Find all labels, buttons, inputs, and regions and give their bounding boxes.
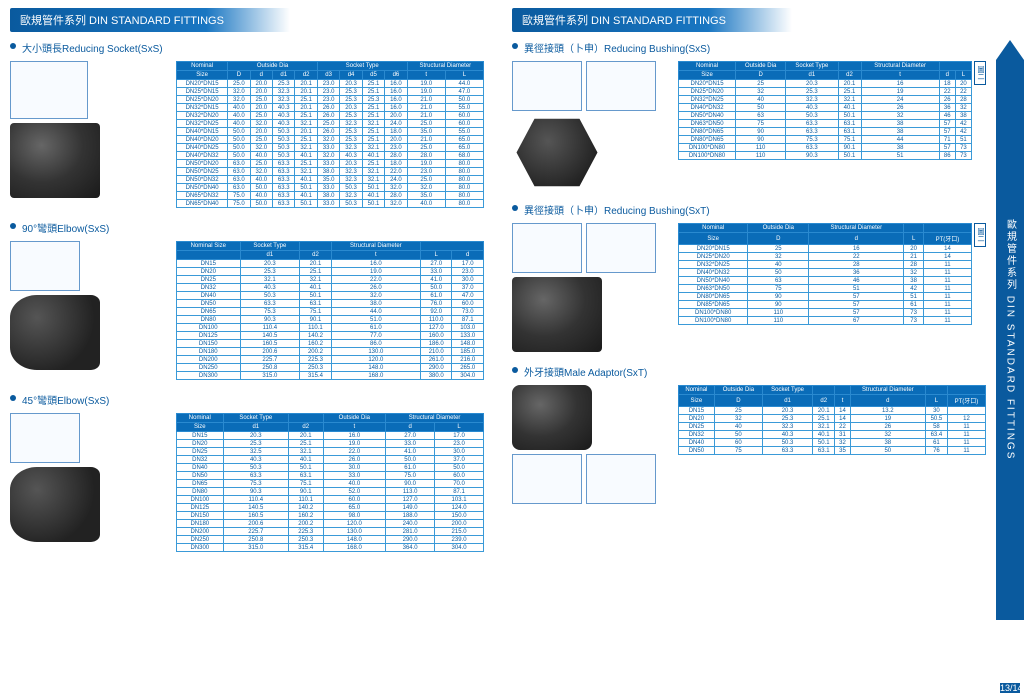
table-elbow-45: NominalSocket TypeOutside DiaStructural … xyxy=(176,413,484,552)
diagram-elbow-45 xyxy=(10,413,80,463)
diagram-male-adaptor-b xyxy=(586,454,656,504)
section-title: 90°彎頭Elbow(SxS) xyxy=(10,220,484,235)
section-title: 大小頭長Reducing Socket(SxS) xyxy=(10,40,484,55)
diagram-elbow-90 xyxy=(10,241,80,291)
section-male-adaptor: 外牙接頭Male Adaptor(SxT) NominalOutside Dia… xyxy=(512,364,986,504)
photo-bushing-sxs xyxy=(512,115,602,190)
side-tab: 歐規管件系列 DIN STANDARD FITTINGS xyxy=(996,60,1024,620)
page-number: 13/14 xyxy=(1000,683,1020,693)
photo-bushing-sxt xyxy=(512,277,602,352)
photo-male-adaptor xyxy=(512,385,592,450)
right-page: 歐規管件系列 DIN STANDARD FITTINGS 異徑接頭（卜申）Red… xyxy=(502,0,996,699)
photo-reducing-socket xyxy=(10,123,100,198)
side-tab-label: 歐規管件系列 DIN STANDARD FITTINGS xyxy=(1003,219,1018,460)
diagram-reducing-socket xyxy=(10,61,88,119)
photo-elbow-45 xyxy=(10,467,100,542)
side-label: 圖二 xyxy=(974,61,986,85)
section-title: 外牙接頭Male Adaptor(SxT) xyxy=(512,364,986,379)
section-elbow-90: 90°彎頭Elbow(SxS) Nominal SizeSocket TypeS… xyxy=(10,220,484,380)
section-reducing-socket: 大小頭長Reducing Socket(SxS) NominalOutside … xyxy=(10,40,484,208)
table-bushing-sxs: NominalOutside DiaSocket TypeStructural … xyxy=(678,61,972,160)
page-header: 歐規管件系列 DIN STANDARD FITTINGS xyxy=(512,8,792,32)
triangle-icon xyxy=(996,40,1024,60)
diagram-male-adaptor-a xyxy=(512,454,582,504)
section-bushing-sxs: 異徑接頭（卜申）Reducing Bushing(SxS) NominalOut… xyxy=(512,40,986,190)
diagram-bushing-sxt-b xyxy=(586,223,656,273)
table-elbow-90: Nominal SizeSocket TypeStructural Diamet… xyxy=(176,241,484,380)
section-title: 異徑接頭（卜申）Reducing Bushing(SxT) xyxy=(512,202,986,217)
section-title: 異徑接頭（卜申）Reducing Bushing(SxS) xyxy=(512,40,986,55)
photo-elbow-90 xyxy=(10,295,100,370)
section-bushing-sxt: 異徑接頭（卜申）Reducing Bushing(SxT) NominalOut… xyxy=(512,202,986,352)
diagram-bushing-sxs-b xyxy=(586,61,656,111)
diagram-bushing-sxs-a xyxy=(512,61,582,111)
section-elbow-45: 45°彎頭Elbow(SxS) NominalSocket TypeOutsid… xyxy=(10,392,484,552)
page-header: 歐規管件系列 DIN STANDARD FITTINGS xyxy=(10,8,290,32)
left-page: 歐規管件系列 DIN STANDARD FITTINGS 大小頭長Reducin… xyxy=(0,0,494,699)
table-male-adaptor: NominalOutside DiaSocket TypeStructural … xyxy=(678,385,986,455)
diagram-bushing-sxt-a xyxy=(512,223,582,273)
section-title: 45°彎頭Elbow(SxS) xyxy=(10,392,484,407)
table-reducing-socket: NominalOutside DiaSocket TypeStructural … xyxy=(176,61,484,208)
table-bushing-sxt: NominalOutside DiaStructural DiameterSiz… xyxy=(678,223,972,325)
side-label: 圖二 xyxy=(974,223,986,247)
